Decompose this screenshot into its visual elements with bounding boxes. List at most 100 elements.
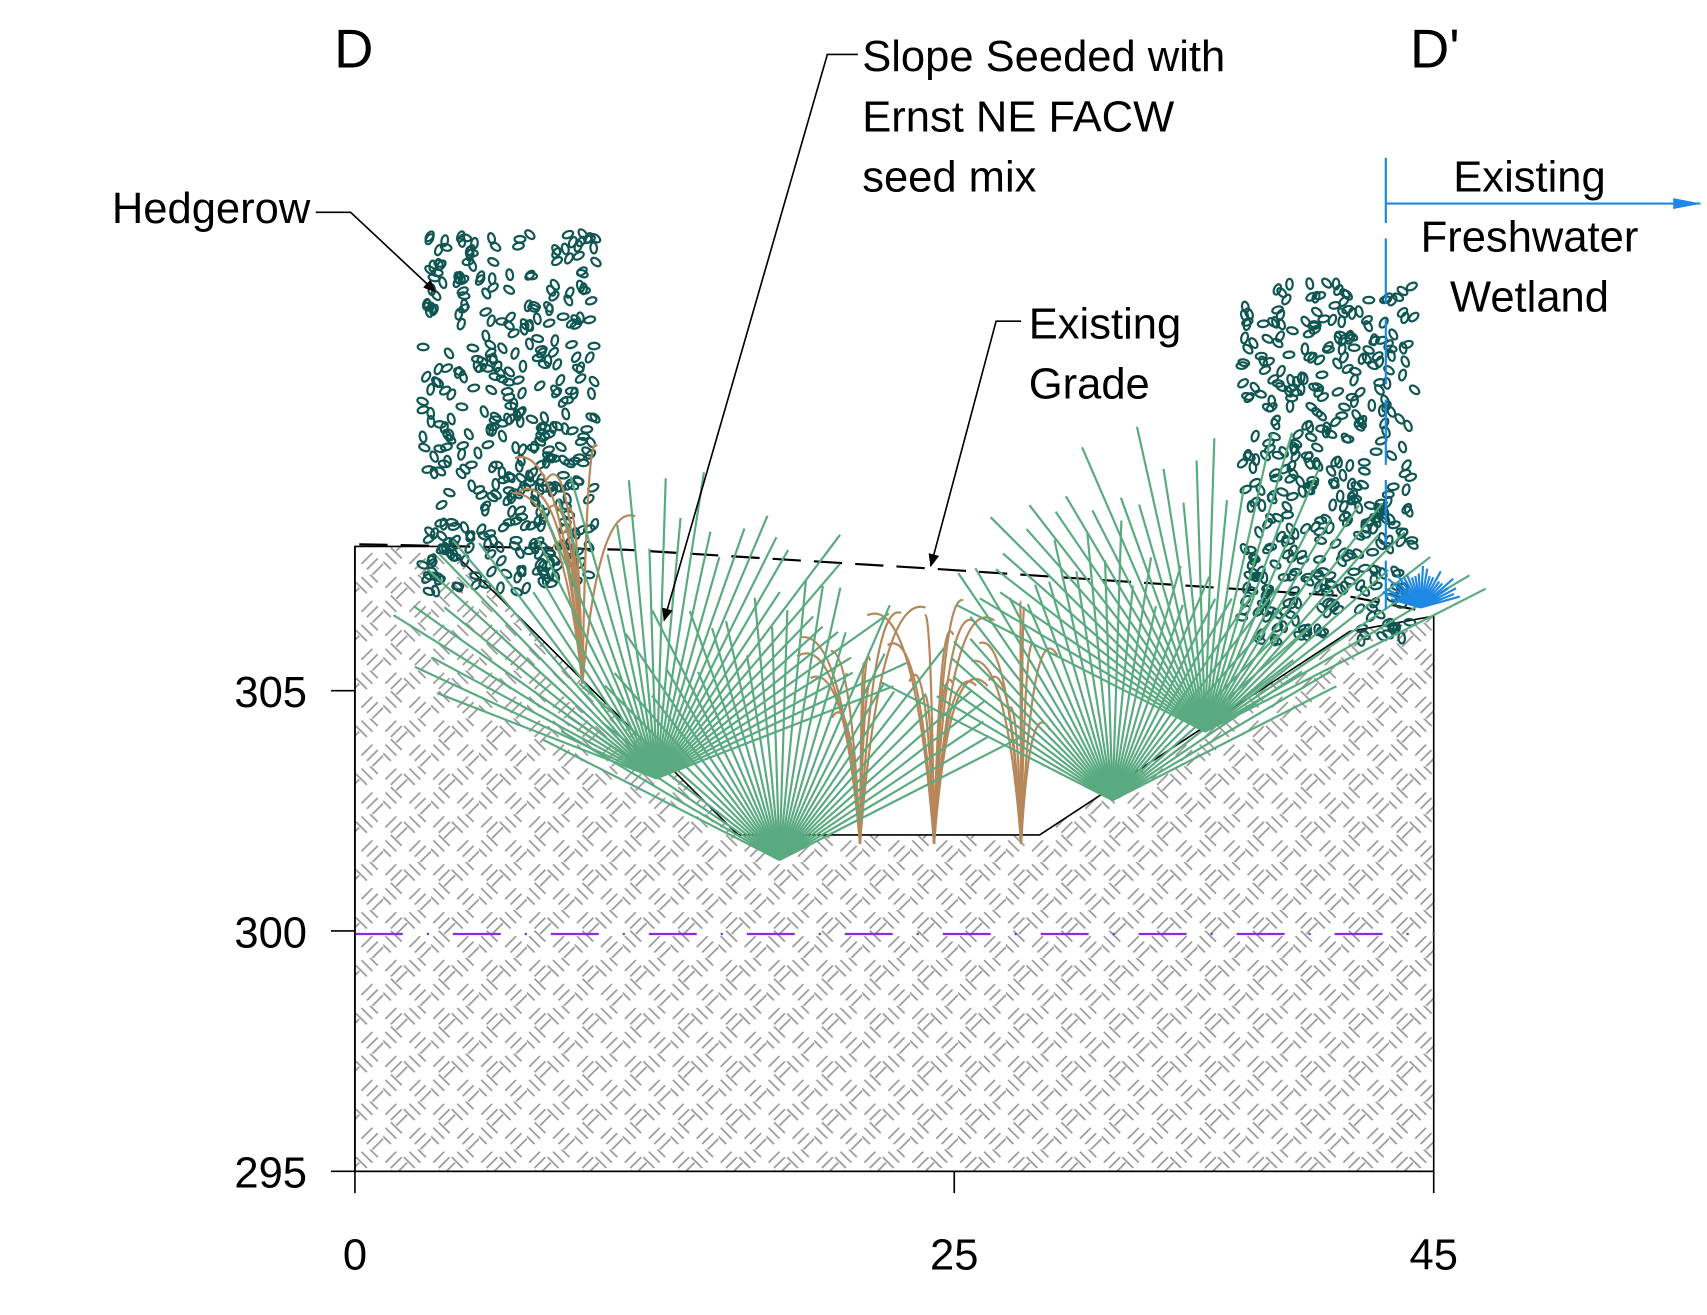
grass-blade (655, 671, 854, 780)
grass-blade (974, 567, 1114, 801)
leaf (1243, 451, 1256, 462)
leaf (1357, 466, 1371, 476)
leaf (1314, 535, 1328, 545)
grass-blade (778, 647, 945, 861)
leaf (547, 454, 561, 463)
leaf (437, 459, 451, 469)
leaf (424, 230, 435, 243)
leaf (457, 447, 467, 461)
leaf (573, 240, 583, 253)
leaf (1380, 394, 1390, 407)
leaf (475, 270, 486, 283)
grass-blade (879, 680, 1114, 802)
leaf (1241, 391, 1255, 401)
leaf (1261, 333, 1274, 344)
leaf (456, 317, 466, 331)
grass-blade (969, 638, 1114, 801)
leaf (560, 242, 570, 256)
leaf (1353, 421, 1366, 432)
leaf (531, 334, 545, 344)
grass-blade (989, 516, 1206, 733)
leaf (1386, 349, 1396, 363)
leaf (465, 530, 476, 543)
leaf (1331, 277, 1341, 291)
leaf (1321, 277, 1333, 289)
grass-blade (566, 715, 781, 861)
grass-blade (624, 633, 781, 861)
leaf (1317, 314, 1331, 324)
leaf (1338, 468, 1348, 482)
leaf (528, 300, 542, 311)
leaf (1357, 458, 1371, 467)
grass-blade (655, 591, 781, 779)
leaf (1311, 406, 1323, 418)
leaf (580, 425, 594, 434)
grass-blade (778, 604, 891, 861)
grass-blade (606, 554, 658, 779)
leaf (439, 442, 453, 452)
leaf (1354, 386, 1366, 398)
leaf (438, 385, 452, 396)
grass-blade (655, 536, 778, 779)
leaf (1388, 328, 1399, 341)
grass-blade (1111, 605, 1158, 801)
leaf (1271, 512, 1285, 523)
leaf (497, 429, 508, 443)
grass-blade (601, 721, 781, 861)
leaf (1242, 343, 1254, 355)
leaf (426, 414, 436, 429)
reed (908, 673, 936, 844)
leaf (1327, 478, 1340, 489)
grass-blade (557, 498, 658, 779)
leaf (503, 284, 516, 295)
leaf (478, 579, 492, 589)
leaf (420, 370, 432, 383)
grass-blade (1111, 588, 1258, 801)
leaf (445, 428, 455, 442)
leaf (545, 284, 557, 297)
leaf (424, 233, 435, 246)
leaf (1350, 481, 1363, 491)
y-tick-label: 305 (234, 669, 307, 717)
leaf (1348, 366, 1362, 376)
leaf (589, 412, 601, 424)
leaf (1254, 389, 1267, 399)
leaf (1281, 500, 1293, 513)
leaf (555, 374, 566, 387)
leaf (516, 453, 526, 467)
grass-blade (1112, 685, 1337, 802)
leaf (434, 257, 444, 271)
leaf (486, 314, 496, 328)
section-start: D (334, 18, 373, 79)
leaf (588, 375, 600, 388)
leaf (481, 287, 492, 300)
leaf (583, 234, 596, 244)
reed (932, 616, 996, 844)
leaf (1237, 358, 1251, 368)
leaf (584, 296, 598, 306)
leaf (526, 443, 540, 452)
leaf (426, 406, 436, 420)
leaf (569, 320, 583, 330)
leaf (1391, 292, 1405, 303)
grass-blade (392, 614, 658, 780)
leaf (1338, 500, 1349, 513)
leaf (495, 418, 509, 428)
leaf (1307, 321, 1321, 331)
leaf (1354, 305, 1364, 318)
leaf (1363, 320, 1374, 333)
leaf (1305, 432, 1318, 443)
leaf (427, 301, 437, 315)
leaf (440, 363, 454, 374)
leaf (422, 586, 436, 597)
x-tick-label: 0 (343, 1231, 367, 1279)
leaf (574, 373, 587, 384)
grass-blade (1112, 669, 1332, 802)
leaf (467, 383, 481, 393)
leaf (507, 505, 517, 518)
leaf (1287, 585, 1300, 597)
leaf (1383, 364, 1395, 376)
leaf (1310, 520, 1321, 533)
leaf (430, 584, 441, 598)
grass-blade (536, 538, 658, 779)
